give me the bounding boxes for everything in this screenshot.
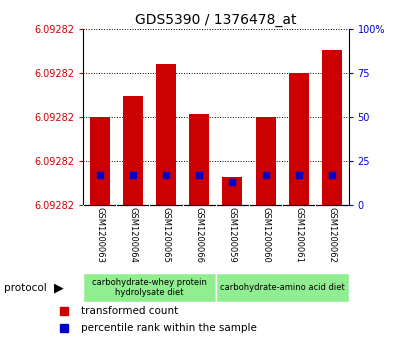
Text: percentile rank within the sample: percentile rank within the sample bbox=[81, 323, 256, 333]
Bar bbox=[289, 73, 309, 205]
Text: carbohydrate-amino acid diet: carbohydrate-amino acid diet bbox=[220, 283, 344, 292]
Text: GSM1200061: GSM1200061 bbox=[294, 207, 303, 263]
Text: protocol: protocol bbox=[4, 283, 47, 293]
Text: GDS5390 / 1376478_at: GDS5390 / 1376478_at bbox=[135, 13, 297, 27]
Bar bbox=[322, 50, 342, 205]
Text: GSM1200066: GSM1200066 bbox=[195, 207, 204, 263]
Bar bbox=[256, 117, 276, 205]
Bar bbox=[90, 117, 110, 205]
FancyBboxPatch shape bbox=[216, 273, 349, 302]
Bar bbox=[222, 177, 242, 205]
Text: GSM1200062: GSM1200062 bbox=[327, 207, 337, 263]
Text: GSM1200063: GSM1200063 bbox=[95, 207, 104, 263]
Text: GSM1200065: GSM1200065 bbox=[161, 207, 171, 263]
Text: GSM1200060: GSM1200060 bbox=[261, 207, 270, 263]
Bar bbox=[156, 64, 176, 205]
Bar bbox=[123, 96, 143, 205]
Text: GSM1200059: GSM1200059 bbox=[228, 207, 237, 263]
Text: carbohydrate-whey protein
hydrolysate diet: carbohydrate-whey protein hydrolysate di… bbox=[92, 278, 207, 297]
Text: ▶: ▶ bbox=[54, 281, 63, 294]
Text: GSM1200064: GSM1200064 bbox=[128, 207, 137, 263]
Bar bbox=[189, 114, 209, 205]
Text: transformed count: transformed count bbox=[81, 306, 178, 316]
FancyBboxPatch shape bbox=[83, 273, 216, 302]
